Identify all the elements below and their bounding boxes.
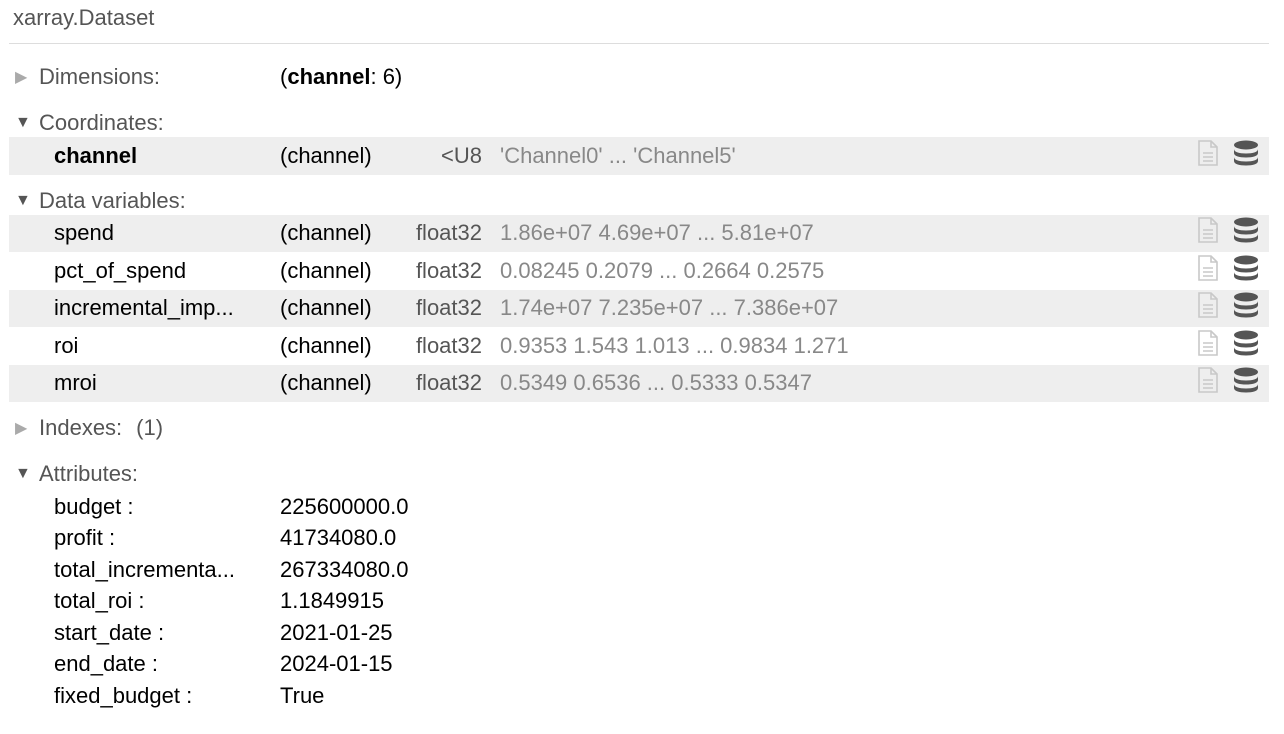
- database-icon[interactable]: [1233, 292, 1259, 324]
- attribute-row: total_roi : 1.1849915: [9, 586, 1269, 618]
- coordinates-toggle[interactable]: ▼ Coordinates:: [9, 110, 280, 136]
- attribute-value: 2021-01-25: [280, 619, 393, 645]
- triangle-down-icon: ▼: [15, 114, 31, 131]
- file-icon[interactable]: [1197, 217, 1219, 249]
- attribute-row: start_date : 2021-01-25: [9, 617, 1269, 649]
- variable-dtype: <U8: [441, 142, 482, 168]
- variable-name: pct_of_spend: [54, 257, 187, 283]
- data-variables-toggle[interactable]: ▼ Data variables:: [9, 188, 280, 214]
- dimensions-label: Dimensions:: [39, 64, 161, 89]
- dimensions-toggle[interactable]: ▶ Dimensions:: [9, 64, 280, 90]
- variable-preview[interactable]: 1.74e+07 7.235e+07 ... 7.386e+07: [500, 295, 839, 321]
- database-icon[interactable]: [1233, 330, 1259, 362]
- variable-row: channel (channel) <U8 'Channel0' ... 'Ch…: [9, 137, 1269, 175]
- data-variables-label: Data variables:: [39, 187, 186, 213]
- attributes-toggle[interactable]: ▼ Attributes:: [9, 461, 280, 487]
- triangle-down-icon: ▼: [15, 465, 31, 482]
- attribute-value: 225600000.0: [280, 493, 409, 519]
- file-icon[interactable]: [1197, 139, 1219, 172]
- variable-dims: (channel): [280, 220, 372, 246]
- variable-name: channel: [54, 142, 138, 168]
- attribute-value: 267334080.0: [280, 556, 409, 582]
- variable-name: mroi: [54, 370, 97, 396]
- attribute-name: total_incrementa...: [54, 556, 235, 582]
- variable-dtype: float32: [415, 220, 482, 246]
- attribute-row: end_date : 2024-01-15: [9, 649, 1269, 681]
- variable-dims: (channel): [280, 257, 372, 283]
- file-icon[interactable]: [1197, 254, 1219, 287]
- attributes-section: ▼ Attributes:: [9, 451, 1269, 497]
- file-icon[interactable]: [1197, 367, 1219, 399]
- variable-dtype: float32: [415, 257, 482, 283]
- indexes-label: Indexes:: [39, 415, 123, 440]
- variable-dims: (channel): [280, 142, 372, 168]
- variable-name: incremental_imp...: [54, 295, 234, 321]
- indexes-section: ▶ Indexes: (1): [9, 405, 1269, 451]
- attribute-row: total_incrementa... 267334080.0: [9, 554, 1269, 586]
- attribute-name: end_date :: [54, 651, 158, 677]
- variable-dims: (channel): [280, 370, 372, 396]
- indexes-toggle[interactable]: ▶ Indexes: (1): [9, 415, 163, 441]
- attribute-row: profit : 41734080.0: [9, 523, 1269, 555]
- attribute-name: fixed_budget :: [54, 682, 193, 708]
- variable-dtype: float32: [415, 295, 482, 321]
- coordinates-label: Coordinates:: [39, 110, 164, 135]
- variable-row: pct_of_spend (channel) float32 0.08245 0…: [9, 252, 1269, 290]
- variable-preview[interactable]: 1.86e+07 4.69e+07 ... 5.81e+07: [500, 220, 814, 246]
- variable-preview[interactable]: 0.08245 0.2079 ... 0.2664 0.2575: [500, 257, 825, 283]
- database-icon[interactable]: [1233, 217, 1259, 249]
- variable-dtype: float32: [415, 332, 482, 358]
- variable-name: roi: [54, 332, 79, 358]
- variable-preview[interactable]: 'Channel0' ... 'Channel5': [500, 142, 736, 168]
- variable-preview[interactable]: 0.5349 0.6536 ... 0.5333 0.5347: [500, 370, 812, 396]
- variable-name: spend: [54, 220, 114, 246]
- attribute-name: budget :: [54, 493, 134, 519]
- variable-row: roi (channel) float32 0.9353 1.543 1.013…: [9, 327, 1269, 365]
- attribute-row: budget : 225600000.0: [9, 491, 1269, 523]
- file-icon[interactable]: [1197, 292, 1219, 324]
- attribute-value: 1.1849915: [280, 588, 384, 614]
- dimensions-section: ▶ Dimensions: (channel: 6): [9, 54, 1269, 100]
- database-icon[interactable]: [1233, 367, 1259, 399]
- triangle-right-icon: ▶: [15, 69, 28, 86]
- database-icon[interactable]: [1233, 140, 1259, 172]
- triangle-right-icon: ▶: [15, 420, 28, 437]
- variable-row: mroi (channel) float32 0.5349 0.6536 ...…: [9, 364, 1269, 402]
- variable-row: incremental_imp... (channel) float32 1.7…: [9, 289, 1269, 327]
- coordinates-section: ▼ Coordinates:: [9, 100, 1269, 146]
- variable-dims: (channel): [280, 295, 372, 321]
- triangle-down-icon: ▼: [15, 191, 31, 209]
- database-icon[interactable]: [1233, 255, 1259, 287]
- dataset-title: xarray.Dataset: [9, 0, 1269, 44]
- attribute-value: True: [280, 682, 325, 708]
- variable-dtype: float32: [415, 370, 482, 396]
- attributes-label: Attributes:: [39, 461, 139, 486]
- attribute-name: start_date :: [54, 619, 165, 645]
- attribute-name: total_roi :: [54, 588, 145, 614]
- indexes-count: (1): [136, 415, 164, 440]
- attribute-value: 2024-01-15: [280, 651, 393, 677]
- attribute-row: fixed_budget : True: [9, 680, 1269, 712]
- variable-dims: (channel): [280, 332, 372, 358]
- file-icon[interactable]: [1197, 329, 1219, 362]
- xarray-dataset-repr: xarray.Dataset ▶ Dimensions: (channel: 6…: [9, 0, 1269, 712]
- dimensions-value: (channel: 6): [280, 64, 403, 89]
- attribute-name: profit :: [54, 525, 116, 551]
- data-variables-section: ▼ Data variables:: [9, 178, 1269, 224]
- variable-preview[interactable]: 0.9353 1.543 1.013 ... 0.9834 1.271: [500, 332, 849, 358]
- attribute-value: 41734080.0: [280, 525, 397, 551]
- variable-row: spend (channel) float32 1.86e+07 4.69e+0…: [9, 214, 1269, 252]
